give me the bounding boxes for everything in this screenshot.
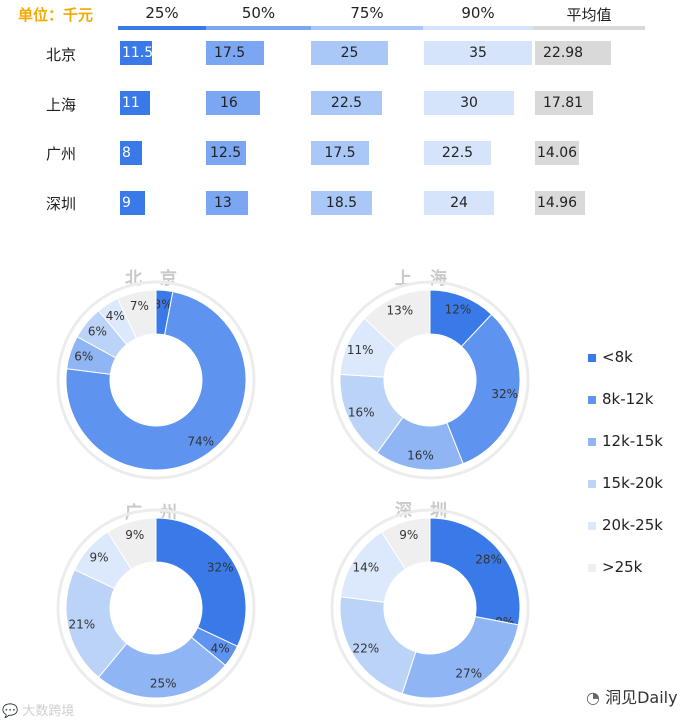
slice-label-beijing-5: 7% bbox=[130, 299, 149, 313]
slice-guangzhou-2 bbox=[97, 636, 227, 699]
bar-shenzhen-p25: 9 bbox=[120, 191, 145, 215]
slice-label-shanghai-4: 11% bbox=[347, 343, 374, 357]
slice-label-shenzhen-0: 28% bbox=[475, 553, 502, 567]
header-avg: 平均值 bbox=[566, 6, 612, 24]
bar-shenzhen-p90: 24 bbox=[424, 191, 494, 215]
header-underline-p25 bbox=[118, 26, 206, 30]
header-p90: 90% bbox=[461, 4, 495, 22]
header-underline-p75 bbox=[311, 26, 423, 30]
bar-guangzhou-p75: 17.5 bbox=[311, 141, 369, 165]
wechat-icon: ◔ bbox=[586, 688, 600, 707]
bar-shenzhen-avg: 14.96 bbox=[535, 191, 585, 215]
slice-label-shenzhen-5: 9% bbox=[399, 528, 418, 542]
donut-outer-ring-shenzhen bbox=[330, 508, 530, 708]
slice-label-guangzhou-2: 25% bbox=[150, 677, 177, 691]
footer-right-brand: ◔ 洞见Daily bbox=[586, 688, 678, 707]
slice-label-beijing-0: 3% bbox=[154, 297, 173, 311]
bar-shanghai-p90: 30 bbox=[424, 91, 514, 115]
slice-label-guangzhou-4: 9% bbox=[89, 551, 108, 565]
header-p50: 50% bbox=[241, 4, 276, 22]
slice-label-shanghai-3: 16% bbox=[348, 405, 375, 419]
comment-icon: 💬 bbox=[2, 704, 19, 719]
slice-label-shanghai-1: 32% bbox=[491, 387, 518, 401]
donut-outer-ring-beijing bbox=[56, 280, 256, 480]
slice-shanghai-1 bbox=[446, 313, 521, 465]
slice-guangzhou-3 bbox=[65, 569, 128, 679]
legend-item-lt8k: <8k bbox=[588, 348, 633, 366]
bar-shanghai-p25: 11 bbox=[120, 91, 150, 115]
slice-shenzhen-0 bbox=[429, 517, 521, 626]
legend-item-15k-20k: 15k-20k bbox=[588, 474, 663, 492]
header-p75: 75% bbox=[350, 4, 384, 22]
header-underline-avg bbox=[533, 26, 645, 30]
legend-swatch bbox=[588, 437, 596, 446]
slice-label-guangzhou-3: 21% bbox=[68, 618, 95, 632]
slice-label-beijing-2: 6% bbox=[74, 350, 93, 364]
slice-guangzhou-0 bbox=[155, 517, 247, 647]
bar-beijing-p25: 11.5 bbox=[120, 41, 153, 65]
slice-label-guangzhou-5: 9% bbox=[125, 528, 144, 542]
city-label-shenzhen: 深圳 bbox=[46, 195, 77, 213]
legend-item-12k-15k: 12k-15k bbox=[588, 432, 663, 450]
slice-beijing-5 bbox=[117, 289, 157, 340]
legend-swatch bbox=[588, 563, 596, 572]
header-p25: 25% bbox=[145, 4, 179, 22]
bar-shanghai-p50: 16 bbox=[206, 91, 260, 115]
slice-label-shanghai-0: 12% bbox=[445, 302, 472, 316]
slice-label-shanghai-5: 13% bbox=[386, 303, 413, 317]
header-underline-p90 bbox=[423, 26, 533, 30]
legend-swatch bbox=[588, 479, 596, 488]
slice-label-guangzhou-0: 32% bbox=[207, 560, 234, 574]
city-label-beijing: 北京 bbox=[46, 46, 77, 64]
bar-shenzhen-p50: 13 bbox=[206, 191, 248, 215]
slice-label-guangzhou-1: 4% bbox=[211, 642, 230, 656]
bar-shenzhen-p75: 18.5 bbox=[311, 191, 372, 215]
donut-outer-ring-guangzhou bbox=[56, 508, 256, 708]
legend-swatch bbox=[588, 521, 596, 530]
slice-guangzhou-5 bbox=[107, 517, 157, 570]
city-label-guangzhou: 广州 bbox=[46, 145, 77, 163]
slice-label-shanghai-2: 16% bbox=[407, 448, 434, 462]
bar-shanghai-p75: 22.5 bbox=[311, 91, 382, 115]
bar-guangzhou-p25: 8 bbox=[120, 141, 142, 165]
unit-label: 单位：千元 bbox=[18, 6, 94, 24]
slice-label-beijing-4: 4% bbox=[106, 309, 125, 323]
bar-beijing-avg: 22.98 bbox=[535, 41, 611, 65]
legend-item-gt25k: >25k bbox=[588, 558, 642, 576]
bar-beijing-p90: 35 bbox=[424, 41, 532, 65]
bar-beijing-p50: 17.5 bbox=[206, 41, 264, 65]
slice-shanghai-5 bbox=[363, 289, 431, 350]
slice-label-beijing-3: 6% bbox=[88, 325, 107, 339]
legend-swatch bbox=[588, 395, 596, 404]
city-label-shanghai: 上海 bbox=[46, 96, 77, 114]
slice-label-shenzhen-2: 27% bbox=[455, 666, 482, 680]
header-underline-p50 bbox=[206, 26, 311, 30]
slice-label-shenzhen-3: 22% bbox=[352, 642, 379, 656]
slice-label-beijing-1: 74% bbox=[187, 434, 214, 448]
footer-left-watermark: 💬 大数跨境 bbox=[2, 704, 75, 719]
donut-outer-ring-shanghai bbox=[330, 280, 530, 480]
slice-label-shenzhen-4: 14% bbox=[352, 560, 379, 574]
bar-shanghai-avg: 17.81 bbox=[535, 91, 593, 115]
slice-beijing-1 bbox=[65, 291, 247, 471]
bar-guangzhou-p50: 12.5 bbox=[206, 141, 246, 165]
bar-guangzhou-avg: 14.06 bbox=[535, 141, 579, 165]
legend-item-20k-25k: 20k-25k bbox=[588, 516, 663, 534]
legend-item-8k-12k: 8k-12k bbox=[588, 390, 653, 408]
slice-shenzhen-5 bbox=[381, 517, 431, 570]
bar-beijing-p75: 25 bbox=[311, 41, 388, 65]
bar-guangzhou-p90: 22.5 bbox=[424, 141, 491, 165]
legend-swatch bbox=[588, 353, 596, 362]
slice-shenzhen-2 bbox=[401, 616, 519, 699]
